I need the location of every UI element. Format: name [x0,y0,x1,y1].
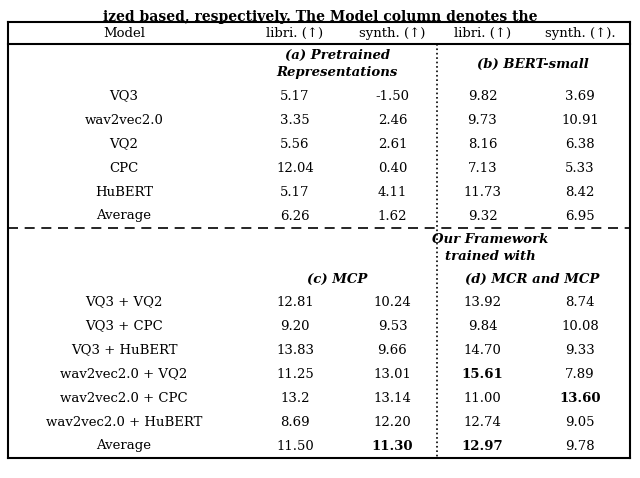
Text: 12.97: 12.97 [461,439,503,453]
Text: 9.73: 9.73 [468,113,497,127]
Text: 10.91: 10.91 [561,113,599,127]
Text: 9.78: 9.78 [565,439,595,453]
Text: wav2vec2.0 + HuBERT: wav2vec2.0 + HuBERT [46,415,202,428]
Text: VQ2: VQ2 [109,138,138,151]
Text: 7.13: 7.13 [468,162,497,174]
Text: Representations: Representations [277,66,398,79]
Text: wav2vec2.0 + CPC: wav2vec2.0 + CPC [60,391,188,404]
Text: 0.40: 0.40 [378,162,407,174]
Text: synth. (↑).: synth. (↑). [545,26,615,40]
Text: 12.04: 12.04 [276,162,314,174]
Text: 2.46: 2.46 [378,113,407,127]
Text: libri. (↑): libri. (↑) [266,26,324,40]
Text: 9.05: 9.05 [565,415,595,428]
Text: 6.26: 6.26 [280,209,310,222]
Text: synth. (↑): synth. (↑) [359,26,426,40]
Text: (b) BERT-small: (b) BERT-small [477,57,588,70]
Text: trained with: trained with [445,250,536,263]
Text: 7.89: 7.89 [565,368,595,380]
Text: 10.08: 10.08 [561,319,599,333]
Text: 13.60: 13.60 [559,391,601,404]
Text: 3.35: 3.35 [280,113,310,127]
Text: wav2vec2.0: wav2vec2.0 [84,113,163,127]
Text: 8.69: 8.69 [280,415,310,428]
Text: 5.33: 5.33 [565,162,595,174]
Text: 12.20: 12.20 [374,415,412,428]
Text: 5.17: 5.17 [280,89,310,102]
Text: Average: Average [97,209,152,222]
Text: CPC: CPC [109,162,139,174]
Text: -1.50: -1.50 [376,89,410,102]
Text: 3.69: 3.69 [565,89,595,102]
Text: 8.16: 8.16 [468,138,497,151]
Text: (c) MCP: (c) MCP [307,272,368,285]
Text: 15.61: 15.61 [461,368,504,380]
Text: 12.81: 12.81 [276,295,314,308]
Text: 13.83: 13.83 [276,344,314,357]
Text: 14.70: 14.70 [463,344,501,357]
Text: VQ3: VQ3 [109,89,138,102]
Text: 6.38: 6.38 [565,138,595,151]
Text: 9.32: 9.32 [468,209,497,222]
Text: VQ3 + CPC: VQ3 + CPC [85,319,163,333]
Text: 10.24: 10.24 [374,295,412,308]
Text: 1.62: 1.62 [378,209,407,222]
Text: 9.20: 9.20 [280,319,310,333]
Text: HuBERT: HuBERT [95,185,153,198]
Text: (d) MCR and MCP: (d) MCR and MCP [465,272,600,285]
Text: 11.25: 11.25 [276,368,314,380]
Text: 11.50: 11.50 [276,439,314,453]
Text: 13.2: 13.2 [280,391,310,404]
Text: 13.01: 13.01 [374,368,412,380]
Text: 11.73: 11.73 [463,185,502,198]
Text: 13.14: 13.14 [374,391,412,404]
Text: 5.56: 5.56 [280,138,310,151]
Text: Our Framework: Our Framework [432,233,548,246]
Text: 9.53: 9.53 [378,319,407,333]
Text: 9.84: 9.84 [468,319,497,333]
Text: 9.82: 9.82 [468,89,497,102]
Text: wav2vec2.0 + VQ2: wav2vec2.0 + VQ2 [60,368,188,380]
Text: 9.66: 9.66 [378,344,408,357]
Text: 5.17: 5.17 [280,185,310,198]
Text: 8.74: 8.74 [565,295,595,308]
Text: ized based, respectively. The Model column denotes the: ized based, respectively. The Model colu… [103,10,537,24]
Text: 13.92: 13.92 [463,295,502,308]
Text: libri. (↑): libri. (↑) [454,26,511,40]
Text: (a) Pretrained: (a) Pretrained [285,49,390,62]
Text: VQ3 + HuBERT: VQ3 + HuBERT [71,344,177,357]
Text: 12.74: 12.74 [463,415,501,428]
Text: 4.11: 4.11 [378,185,407,198]
Text: Average: Average [97,439,152,453]
Text: 2.61: 2.61 [378,138,407,151]
Text: 11.30: 11.30 [372,439,413,453]
Text: VQ3 + VQ2: VQ3 + VQ2 [85,295,163,308]
Text: Model: Model [103,26,145,40]
Text: 9.33: 9.33 [565,344,595,357]
Text: 6.95: 6.95 [565,209,595,222]
Text: 8.42: 8.42 [565,185,595,198]
Text: 11.00: 11.00 [463,391,501,404]
